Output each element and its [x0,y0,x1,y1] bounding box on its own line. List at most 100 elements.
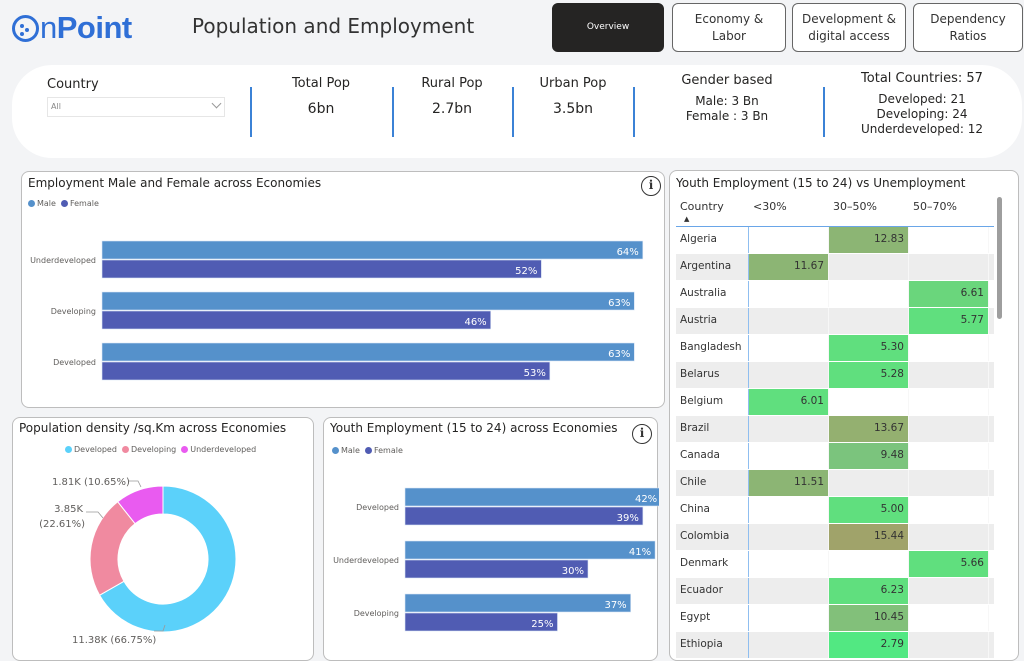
bar-female[interactable] [404,612,558,632]
table-row[interactable]: Ecuador 6.23 [676,578,994,605]
value-cell [829,281,909,307]
legend-item-male[interactable]: Male [332,446,360,455]
data-label: 64% [617,247,639,258]
table-row[interactable]: Colombia 15.44 [676,524,994,551]
bar-male[interactable] [101,240,644,260]
table-row[interactable]: Belgium 6.01 [676,389,994,416]
bar-female[interactable] [101,310,492,330]
table-row[interactable]: China 5.00 [676,497,994,524]
legend-item-underdeveloped[interactable]: Underdeveloped [181,445,256,454]
country-cell: Ethiopia [676,632,749,658]
density-chart-title: Population density /sq.Km across Economi… [19,421,287,435]
table-row[interactable]: Belarus 5.28 [676,362,994,389]
value-cell: 5.00 [829,497,909,523]
table-row[interactable]: Egypt 10.45 [676,605,994,632]
bar-male[interactable] [404,487,659,507]
legend-label-male: Male [37,199,56,208]
country-cell: Brazil [676,416,749,442]
youth-chart-title: Youth Employment (15 to 24) across Econo… [330,421,618,435]
matrix-title: Youth Employment (15 to 24) vs Unemploym… [676,176,966,190]
table-row[interactable]: Argentina 11.67 [676,254,994,281]
legend-item-developing[interactable]: Developing [121,445,176,454]
legend-dot-female [60,200,68,207]
legend-item-developed[interactable]: Developed [65,445,117,454]
matrix-table: Country ▲ <30% 30–50% 50–70% Algeria 12.83… [676,197,994,659]
nav-economy-labor-button[interactable]: Economy & Labor [672,3,786,52]
value-cell [749,497,829,523]
value-cell: 6.01 [749,389,829,415]
data-label: 46% [464,317,486,328]
youth-legend: Male Female [332,446,403,455]
kpi-gender-male: Male: 3 Bn [695,94,759,108]
column-header-50-70[interactable]: 50–70% [913,200,957,213]
kpi-urban-pop-value: 3.5bn [552,101,594,117]
info-icon[interactable]: i [632,424,652,444]
kpi-countries-underdeveloped: Underdeveloped: 12 [860,122,983,136]
bar-female[interactable] [101,361,551,381]
value-cell: 12.83 [829,227,909,253]
country-cell: Algeria [676,227,749,253]
legend-item-female[interactable]: Female [364,446,403,455]
column-header-country[interactable]: Country ▲ [676,197,749,226]
bar-female[interactable] [101,259,542,279]
table-row[interactable]: Australia 6.61 [676,281,994,308]
value-cell: 11.51 [749,470,829,496]
value-cell [749,551,829,577]
table-row[interactable]: Brazil 13.67 [676,416,994,443]
kpi-rural-pop: Rural Pop 2.7bn [407,76,497,117]
kpi-separator [823,87,825,137]
kpi-countries: Total Countries: 57 Developed: 21 Develo… [842,71,1002,137]
kpi-separator [512,87,514,137]
bar-female[interactable] [404,559,589,579]
country-dropdown[interactable]: All [47,97,225,117]
country-cell: Belarus [676,362,749,388]
table-row[interactable]: Canada 9.48 [676,443,994,470]
donut-slice-developed[interactable] [98,485,237,633]
legend-label-male: Male [341,446,360,455]
legend-dot-developed [65,446,72,453]
nav-dependency-ratios-button[interactable]: Dependency Ratios [913,3,1023,52]
nav-overview-button[interactable]: Overview [552,3,664,52]
bar-female[interactable] [404,506,644,526]
value-cell [909,389,989,415]
table-row[interactable]: Bangladesh 5.30 [676,335,994,362]
country-cell: Bangladesh [676,335,749,361]
density-legend: Developed Developing Underdeveloped [65,445,256,454]
table-row[interactable]: Ethiopia 2.79 [676,632,994,659]
nav-development-digital-button[interactable]: Development & digital access [792,3,906,52]
info-icon[interactable]: i [641,176,661,196]
country-cell: Ecuador [676,578,749,604]
country-cell: Chile [676,470,749,496]
value-cell [909,227,989,253]
table-row[interactable]: Denmark 5.66 [676,551,994,578]
kpi-separator [392,87,394,137]
value-cell [749,227,829,253]
value-cell [909,497,989,523]
value-cell [829,470,909,496]
bar-male[interactable] [404,593,631,613]
category-label: Developing [51,307,96,316]
column-header-lt30[interactable]: <30% [753,200,787,213]
value-cell: 5.30 [829,335,909,361]
value-cell [909,254,989,280]
legend-label-developed: Developed [74,445,117,454]
slice-data-label: (22.61%) [39,519,85,530]
matrix-header-row: Country ▲ <30% 30–50% 50–70% [676,197,994,227]
table-row[interactable]: Algeria 12.83 [676,227,994,254]
data-label: 25% [531,619,553,630]
value-cell: 5.28 [829,362,909,388]
table-row[interactable]: Chile 11.51 [676,470,994,497]
vertical-scrollbar[interactable] [997,197,1002,319]
donut-slice-underdeveloped[interactable] [117,485,164,525]
table-row[interactable]: Austria 5.77 [676,308,994,335]
data-label: 30% [562,566,584,577]
employment-gender-card: Employment Male and Female across Econom… [21,171,665,408]
country-cell: Egypt [676,605,749,631]
bar-male[interactable] [101,291,635,311]
bar-male[interactable] [101,342,635,362]
value-cell: 6.23 [829,578,909,604]
column-header-30-50[interactable]: 30–50% [833,200,877,213]
bar-male[interactable] [404,540,656,560]
legend-item-female[interactable]: Female [60,199,99,208]
legend-item-male[interactable]: Male [28,199,56,208]
